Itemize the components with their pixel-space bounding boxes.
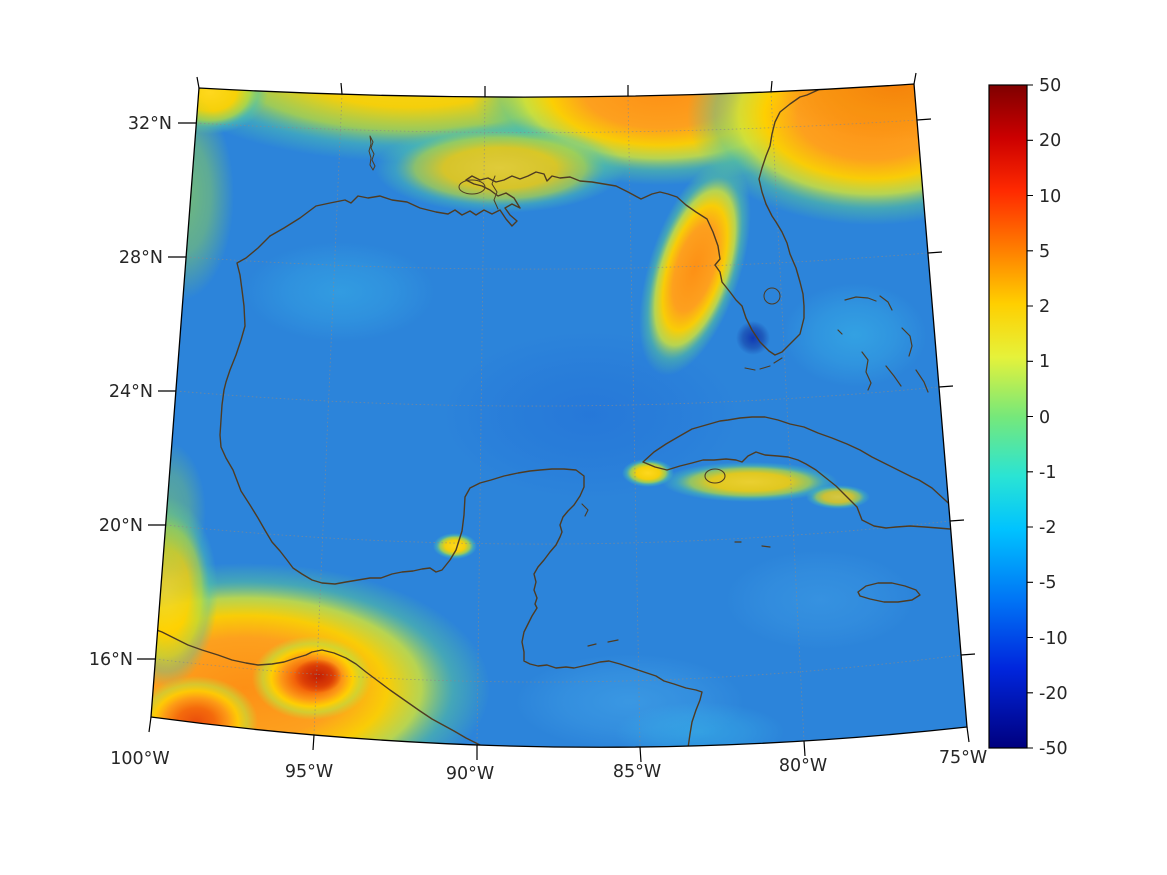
colorbar-gradient bbox=[988, 84, 1028, 749]
colorbar-tick-label: 1 bbox=[1039, 352, 1050, 372]
y-tick-label-28n: 28°N bbox=[119, 248, 163, 268]
map-boundary bbox=[150, 83, 968, 748]
colorbar-tick-label: 50 bbox=[1039, 76, 1061, 96]
colorbar: 50 20 10 5 2 1 0 -1 -2 -5 -10 -20 -50 bbox=[988, 76, 1068, 759]
y-axis-labels: 32°N 28°N 24°N 20°N 16°N bbox=[89, 114, 172, 670]
graticule-layer bbox=[154, 91, 962, 748]
x-tick-label-75w: 75°W bbox=[939, 748, 987, 768]
x-tick-label-90w: 90°W bbox=[446, 764, 494, 784]
colorbar-tick-label: 2 bbox=[1039, 297, 1050, 317]
heatmap-layer bbox=[151, 84, 967, 748]
colorbar-labels: 50 20 10 5 2 1 0 -1 -2 -5 -10 -20 -50 bbox=[1039, 76, 1068, 759]
colorbar-tick-label: -20 bbox=[1039, 684, 1068, 704]
y-tick-label-32n: 32°N bbox=[128, 114, 172, 134]
axis-ticks bbox=[137, 72, 976, 763]
colorbar-tick-label: -5 bbox=[1039, 573, 1056, 593]
colorbar-tick-label: -10 bbox=[1039, 629, 1068, 649]
y-tick-label-20n: 20°N bbox=[99, 516, 143, 536]
x-tick-label-80w: 80°W bbox=[779, 756, 827, 776]
coastline-layer bbox=[151, 84, 967, 748]
colorbar-tick-label: -50 bbox=[1039, 739, 1068, 759]
colorbar-ticks bbox=[1027, 84, 1033, 749]
colorbar-tick-label: 5 bbox=[1039, 242, 1050, 262]
colorbar-tick-label: 20 bbox=[1039, 131, 1061, 151]
colorbar-tick-label: 10 bbox=[1039, 187, 1061, 207]
colorbar-tick-label: -1 bbox=[1039, 463, 1056, 483]
x-tick-label-95w: 95°W bbox=[285, 762, 333, 782]
x-tick-label-100w: 100°W bbox=[110, 749, 169, 769]
y-tick-label-16n: 16°N bbox=[89, 650, 133, 670]
colorbar-tick-label: 0 bbox=[1039, 408, 1050, 428]
x-tick-label-85w: 85°W bbox=[613, 762, 661, 782]
y-tick-label-24n: 24°N bbox=[109, 382, 153, 402]
colorbar-tick-label: -2 bbox=[1039, 518, 1056, 538]
x-axis-labels: 100°W 95°W 90°W 85°W 80°W 75°W bbox=[110, 748, 987, 784]
